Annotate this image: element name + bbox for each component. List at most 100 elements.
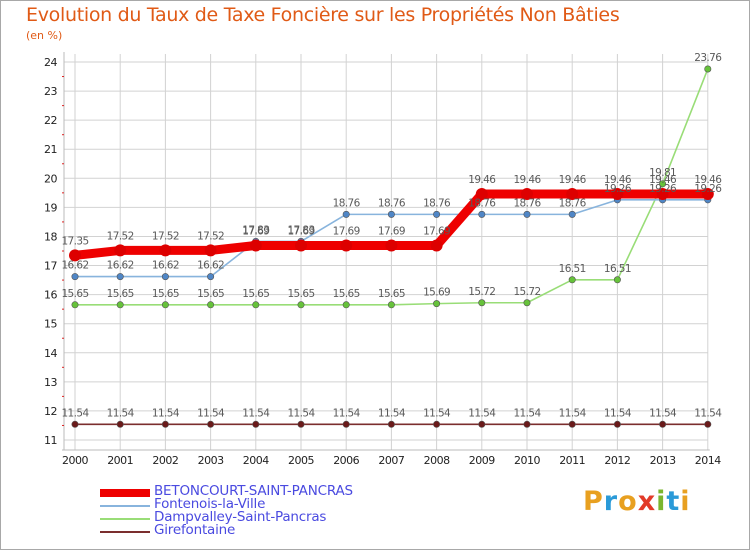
data-label-girefontaine: 11.54 — [423, 407, 451, 419]
data-label-girefontaine: 11.54 — [694, 407, 722, 419]
data-label-fontenois-la-ville: 16.62 — [107, 260, 134, 272]
data-point-girefontaine — [613, 420, 621, 428]
data-point-betoncourt-saint-pancras — [566, 188, 579, 201]
data-label-betoncourt-saint-pancras: 17.69 — [333, 225, 360, 237]
data-label-fontenois-la-ville: 19.26 — [694, 183, 722, 195]
data-point-girefontaine — [704, 420, 712, 428]
data-point-girefontaine — [297, 420, 305, 428]
y-tick-label: 13 — [44, 376, 57, 389]
data-label-fontenois-la-ville: 18.76 — [559, 197, 587, 209]
data-point-betoncourt-saint-pancras — [159, 244, 172, 257]
data-label-girefontaine: 11.54 — [604, 407, 632, 419]
data-label-dampvalley-saint-pancras: 15.69 — [423, 287, 450, 299]
data-point-dampvalley-saint-pancras — [659, 180, 667, 188]
data-point-betoncourt-saint-pancras — [114, 244, 127, 257]
legend-label: Fontenois-la-Ville — [154, 496, 266, 512]
data-point-girefontaine — [207, 420, 215, 428]
data-label-fontenois-la-ville: 17.83 — [287, 224, 314, 236]
data-point-betoncourt-saint-pancras — [701, 188, 714, 201]
data-label-betoncourt-saint-pancras: 19.46 — [513, 174, 541, 186]
data-point-fontenois-la-ville — [342, 210, 350, 218]
data-label-betoncourt-saint-pancras: 17.69 — [423, 225, 450, 237]
data-label-betoncourt-saint-pancras: 17.35 — [61, 235, 88, 247]
data-point-dampvalley-saint-pancras — [207, 301, 215, 309]
data-point-dampvalley-saint-pancras — [704, 65, 712, 73]
data-point-dampvalley-saint-pancras — [252, 301, 260, 309]
x-tick-label: 2000 — [62, 454, 88, 467]
y-tick-label: 14 — [44, 347, 57, 360]
data-label-betoncourt-saint-pancras: 17.52 — [152, 230, 179, 242]
data-label-betoncourt-saint-pancras: 17.52 — [107, 230, 134, 242]
data-label-betoncourt-saint-pancras: 19.46 — [468, 174, 496, 186]
data-label-dampvalley-saint-pancras: 19.81 — [649, 167, 676, 179]
chart-title: Evolution du Taux de Taxe Foncière sur l… — [26, 4, 620, 26]
data-point-girefontaine — [478, 420, 486, 428]
y-tick-label: 23 — [44, 85, 57, 98]
data-point-betoncourt-saint-pancras — [249, 239, 262, 252]
data-point-dampvalley-saint-pancras — [478, 299, 486, 307]
data-label-girefontaine: 11.54 — [287, 407, 315, 419]
legend-item: Fontenois-la-Ville — [100, 496, 420, 513]
data-point-fontenois-la-ville — [568, 210, 576, 218]
data-label-girefontaine: 11.54 — [333, 407, 361, 419]
data-point-betoncourt-saint-pancras — [295, 239, 307, 252]
data-label-girefontaine: 11.54 — [468, 407, 496, 419]
data-point-dampvalley-saint-pancras — [116, 301, 124, 309]
data-label-betoncourt-saint-pancras: 19.46 — [694, 174, 722, 186]
data-point-girefontaine — [116, 420, 124, 428]
legend-label: Girefontaine — [154, 522, 236, 538]
x-tick-label: 2007 — [378, 454, 404, 467]
data-label-betoncourt-saint-pancras: 19.46 — [604, 174, 632, 186]
data-point-fontenois-la-ville — [523, 210, 531, 218]
data-label-betoncourt-saint-pancras: 17.69 — [242, 225, 269, 237]
legend-label: Dampvalley-Saint-Pancras — [154, 509, 327, 525]
data-point-dampvalley-saint-pancras — [71, 301, 79, 309]
legend-swatch — [100, 518, 150, 520]
data-label-fontenois-la-ville: 16.62 — [61, 260, 88, 272]
data-label-dampvalley-saint-pancras: 23.76 — [694, 52, 722, 64]
data-label-dampvalley-saint-pancras: 15.65 — [107, 288, 134, 300]
data-point-fontenois-la-ville — [71, 273, 79, 281]
data-label-dampvalley-saint-pancras: 16.51 — [604, 263, 631, 275]
data-label-fontenois-la-ville: 18.76 — [333, 197, 361, 209]
y-tick-label: 22 — [44, 114, 57, 127]
data-point-dampvalley-saint-pancras — [613, 276, 621, 284]
data-label-fontenois-la-ville: 16.62 — [197, 260, 224, 272]
data-point-betoncourt-saint-pancras — [204, 244, 217, 257]
data-label-dampvalley-saint-pancras: 15.65 — [61, 288, 88, 300]
data-point-dampvalley-saint-pancras — [387, 301, 395, 309]
data-label-girefontaine: 11.54 — [242, 407, 270, 419]
logo-letter: t — [666, 486, 681, 517]
data-point-girefontaine — [342, 420, 350, 428]
data-point-betoncourt-saint-pancras — [656, 188, 669, 201]
data-label-betoncourt-saint-pancras: 19.46 — [559, 174, 587, 186]
data-point-fontenois-la-ville — [207, 273, 215, 281]
logo-letter: P — [583, 486, 604, 517]
data-label-fontenois-la-ville: 18.76 — [423, 197, 451, 209]
data-point-dampvalley-saint-pancras — [161, 301, 169, 309]
x-tick-label: 2005 — [288, 454, 314, 467]
logo-letter: x — [637, 486, 657, 517]
x-tick-label: 2008 — [424, 454, 450, 467]
data-label-girefontaine: 11.54 — [649, 407, 677, 419]
x-tick-label: 2013 — [650, 454, 676, 467]
legend-item: BETONCOURT-SAINT-PANCRAS — [100, 483, 420, 500]
y-tick-label: 12 — [44, 405, 57, 418]
data-label-fontenois-la-ville: 18.76 — [513, 197, 541, 209]
data-label-betoncourt-saint-pancras: 17.69 — [287, 225, 314, 237]
y-tick-label: 16 — [44, 289, 57, 302]
data-point-dampvalley-saint-pancras — [523, 299, 531, 307]
data-label-dampvalley-saint-pancras: 15.65 — [152, 288, 179, 300]
data-label-girefontaine: 11.54 — [559, 407, 587, 419]
data-point-betoncourt-saint-pancras — [69, 249, 81, 262]
data-point-betoncourt-saint-pancras — [340, 239, 353, 252]
data-point-girefontaine — [161, 420, 169, 428]
x-tick-label: 2003 — [198, 454, 224, 467]
data-point-fontenois-la-ville — [478, 210, 486, 218]
data-point-fontenois-la-ville — [116, 273, 124, 281]
data-label-girefontaine: 11.54 — [378, 407, 406, 419]
data-label-dampvalley-saint-pancras: 15.65 — [333, 288, 360, 300]
x-tick-label: 2006 — [333, 454, 359, 467]
data-point-girefontaine — [252, 420, 260, 428]
